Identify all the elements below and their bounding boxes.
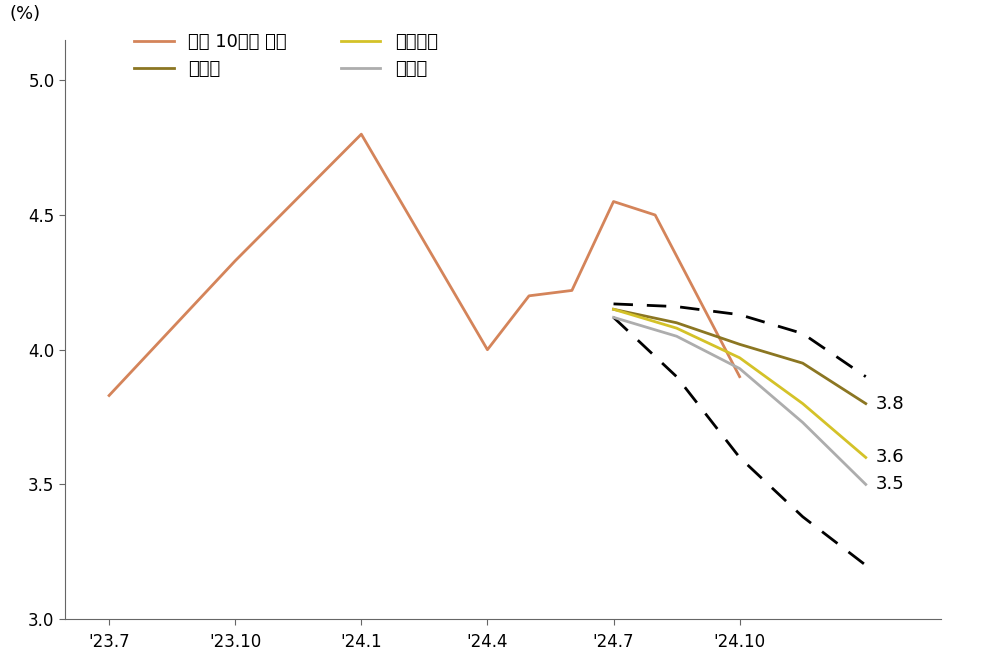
Text: 3.8: 3.8 [876, 394, 904, 412]
Y-axis label: (%): (%) [10, 5, 41, 23]
Legend: 미국 10년물 금리, 연착륙, 경기둔화, 경착륙: 미국 10년물 금리, 연착륙, 경기둔화, 경착륙 [126, 26, 445, 85]
Text: 3.5: 3.5 [876, 476, 904, 494]
Text: 3.6: 3.6 [876, 448, 904, 466]
